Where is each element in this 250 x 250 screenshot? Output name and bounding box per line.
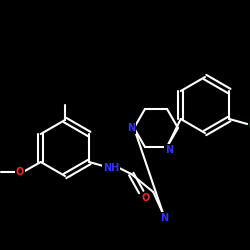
Text: Cl: Cl xyxy=(249,121,250,131)
Text: N: N xyxy=(127,123,135,133)
Text: NH: NH xyxy=(103,163,119,173)
Text: O: O xyxy=(16,167,24,177)
Text: N: N xyxy=(165,145,173,155)
Text: O: O xyxy=(141,193,149,203)
Text: N: N xyxy=(160,213,168,223)
